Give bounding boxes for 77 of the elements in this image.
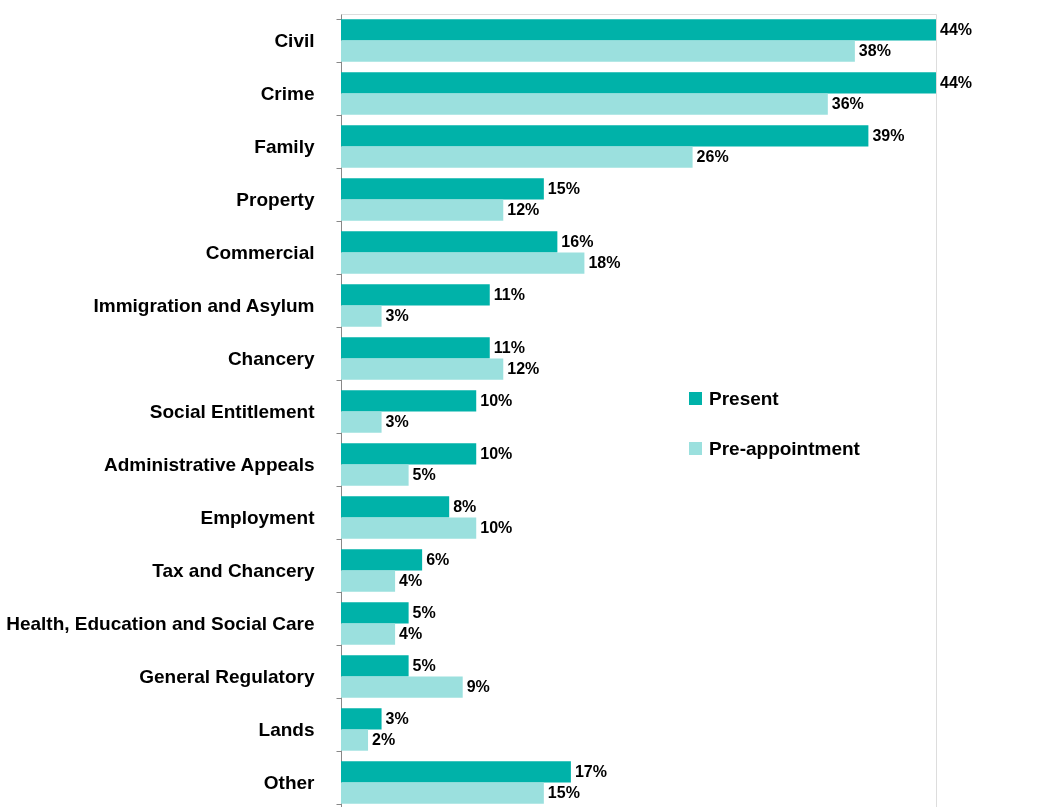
data-label: 38%	[858, 42, 891, 60]
bar	[341, 231, 558, 253]
data-label: 11%	[493, 338, 525, 356]
data-label: 5%	[412, 656, 436, 674]
data-label: 44%	[940, 73, 973, 91]
y-tick-label: Other	[263, 772, 316, 793]
data-label: 2%	[372, 731, 396, 749]
bar	[341, 178, 544, 200]
data-label: 8%	[453, 497, 477, 515]
bar	[341, 411, 382, 433]
bar	[341, 761, 571, 783]
data-label: 9%	[466, 678, 490, 696]
bar	[341, 655, 409, 677]
y-tick-label: Social Entitlement	[149, 401, 316, 422]
bar	[341, 443, 477, 465]
y-tick-label: Civil	[274, 30, 315, 51]
bar	[341, 602, 409, 624]
bar	[341, 358, 504, 380]
data-label: 10%	[480, 519, 513, 537]
y-tick-label: Commercial	[205, 242, 315, 263]
data-label: 36%	[831, 95, 864, 113]
bar	[341, 390, 477, 412]
data-label: 44%	[940, 20, 973, 38]
y-tick-label: Family	[254, 136, 315, 157]
bar	[341, 464, 409, 486]
data-label: 39%	[872, 126, 905, 144]
bar	[341, 708, 382, 730]
bar	[341, 549, 423, 571]
y-tick-label: General Regulatory	[139, 666, 315, 687]
bar	[341, 729, 369, 751]
data-label: 3%	[385, 413, 409, 431]
bar	[341, 252, 585, 274]
legend-label: Present	[709, 387, 780, 409]
data-label: 11%	[493, 285, 525, 303]
bar	[341, 782, 544, 804]
data-label: 15%	[547, 784, 580, 802]
y-tick-label: Crime	[260, 83, 315, 104]
data-label: 3%	[385, 709, 409, 727]
data-label: 12%	[507, 201, 540, 219]
bar	[341, 199, 504, 221]
data-label: 17%	[574, 762, 607, 780]
bar	[341, 623, 396, 645]
bar	[341, 284, 490, 306]
data-label: 10%	[480, 391, 513, 409]
data-label: 18%	[588, 254, 621, 272]
bar	[341, 40, 855, 62]
data-label: 16%	[561, 232, 594, 250]
y-tick-label: Tax and Chancery	[152, 560, 315, 581]
data-label: 26%	[696, 148, 729, 166]
y-tick-label: Administrative Appeals	[104, 454, 315, 475]
data-label: 3%	[385, 307, 409, 325]
bar	[341, 337, 490, 359]
y-tick-label: Immigration and Asylum	[93, 295, 315, 316]
data-label: 15%	[547, 179, 580, 197]
data-label: 4%	[399, 625, 423, 643]
data-label: 5%	[412, 466, 436, 484]
bar	[341, 305, 382, 327]
y-tick-label: Property	[236, 189, 315, 210]
data-label: 12%	[507, 360, 540, 378]
data-label: 4%	[399, 572, 423, 590]
bar	[341, 146, 693, 168]
data-label: 6%	[426, 550, 450, 568]
bar	[341, 496, 450, 518]
data-label: 5%	[412, 603, 436, 621]
bar	[341, 570, 396, 592]
y-tick-label: Lands	[258, 719, 315, 740]
legend-label: Pre-appointment	[709, 437, 861, 459]
y-tick-label: Employment	[200, 507, 316, 528]
bar	[341, 93, 828, 115]
bar	[341, 72, 936, 94]
bar	[341, 125, 869, 147]
bar	[341, 676, 463, 698]
y-tick-label: Health, Education and Social Care	[6, 613, 315, 634]
y-tick-label: Chancery	[227, 348, 315, 369]
data-label: 10%	[480, 444, 513, 462]
bar	[341, 19, 936, 41]
bar	[341, 517, 477, 539]
